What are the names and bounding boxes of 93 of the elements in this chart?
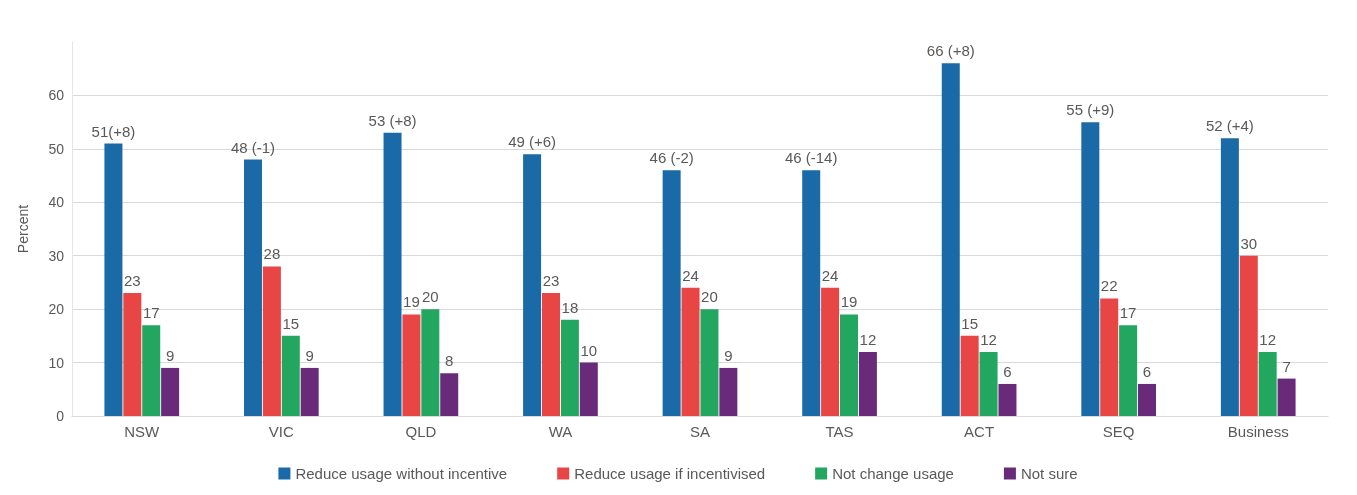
data-label: 46 (-2): [649, 149, 694, 167]
bar: [300, 367, 319, 416]
data-label: 20: [422, 288, 439, 306]
bar: [560, 319, 579, 416]
x-tick-label: SEQ: [1102, 423, 1135, 440]
data-label: 23: [123, 272, 141, 290]
data-label: 17: [142, 304, 160, 322]
x-tick-label: ACT: [964, 423, 995, 440]
data-label: 19: [403, 293, 420, 311]
data-label: 52 (+4): [1205, 117, 1254, 135]
data-label: 7: [1282, 357, 1291, 375]
bar: [821, 287, 840, 416]
data-label: 15: [961, 314, 978, 332]
x-tick-label: Business: [1227, 423, 1289, 440]
bar: [719, 367, 738, 416]
bar: [840, 314, 859, 416]
data-label: 66 (+8): [926, 42, 975, 60]
bar: [579, 362, 598, 416]
legend-label: Reduce usage without incentive: [295, 465, 508, 482]
bar: [281, 335, 300, 416]
x-tick-label: QLD: [405, 423, 437, 440]
bar: [1081, 122, 1100, 416]
bar: [440, 373, 459, 416]
y-tick-label: 50: [48, 140, 65, 157]
data-label: 24: [682, 266, 699, 284]
data-label: 30: [1240, 234, 1258, 252]
bar: [700, 309, 719, 416]
data-label: 9: [165, 346, 175, 364]
x-tick-label: WA: [548, 423, 573, 440]
y-axis-title: Percent: [15, 204, 31, 254]
x-tick-label: SA: [689, 423, 711, 440]
bar: [523, 154, 542, 416]
bar: [1138, 383, 1157, 416]
bar: [941, 63, 960, 416]
data-label: 55 (+9): [1066, 101, 1115, 119]
data-label: 49 (+6): [508, 133, 557, 151]
bar: [1100, 298, 1119, 416]
bar: [421, 309, 440, 416]
data-label: 53 (+8): [368, 111, 417, 129]
y-tick-label: 10: [48, 354, 65, 371]
data-label: 12: [859, 330, 877, 348]
data-label: 12: [980, 330, 997, 348]
x-tick-label: VIC: [268, 423, 294, 440]
bar: [402, 314, 421, 416]
legend-label: Reduce usage if incentivised: [574, 465, 766, 482]
bar: [262, 266, 281, 416]
data-label: 20: [701, 288, 718, 306]
data-label: 9: [724, 346, 733, 364]
bar: [161, 367, 180, 416]
data-label: 48 (-1): [230, 138, 276, 156]
data-label: 23: [542, 272, 560, 290]
bar: [960, 335, 979, 416]
data-label: 15: [282, 314, 300, 332]
legend-label: Not sure: [1020, 465, 1078, 482]
bar: [541, 293, 560, 416]
data-label: 19: [840, 293, 858, 311]
y-tick-label: 30: [48, 247, 65, 264]
bar: [383, 132, 402, 416]
data-label: 28: [263, 245, 281, 263]
bar: [123, 293, 142, 416]
data-label: 10: [580, 341, 598, 359]
data-label: 18: [561, 298, 579, 316]
data-label: 46 (-14): [784, 149, 838, 167]
data-label: 51(+8): [91, 122, 136, 140]
legend-label: Not change usage: [832, 465, 954, 482]
bar: [1258, 351, 1277, 416]
bar: [1239, 255, 1258, 416]
data-label: 9: [305, 346, 314, 364]
data-label: 6: [1003, 362, 1012, 380]
data-label: 12: [1259, 330, 1277, 348]
bar: [998, 383, 1017, 416]
data-label: 8: [445, 352, 454, 370]
bar: [681, 287, 700, 416]
bar: [858, 351, 877, 416]
data-label: 22: [1100, 277, 1118, 295]
bar: [1277, 378, 1296, 416]
y-tick-label: 0: [56, 408, 65, 424]
bar: [1119, 325, 1138, 416]
data-label: 17: [1119, 304, 1137, 322]
bar: [1220, 138, 1239, 416]
x-tick-label: TAS: [825, 423, 854, 440]
bar: [802, 170, 821, 416]
x-tick-label: NSW: [124, 423, 161, 440]
y-tick-label: 60: [48, 87, 65, 104]
bar: [104, 143, 123, 416]
bar: [243, 159, 262, 416]
bar: [979, 351, 998, 416]
y-tick-label: 40: [48, 194, 65, 211]
y-tick-label: 20: [48, 301, 65, 318]
data-label: 6: [1142, 362, 1152, 380]
bar: [662, 170, 681, 416]
data-label: 24: [821, 266, 839, 284]
bar: [142, 325, 161, 416]
